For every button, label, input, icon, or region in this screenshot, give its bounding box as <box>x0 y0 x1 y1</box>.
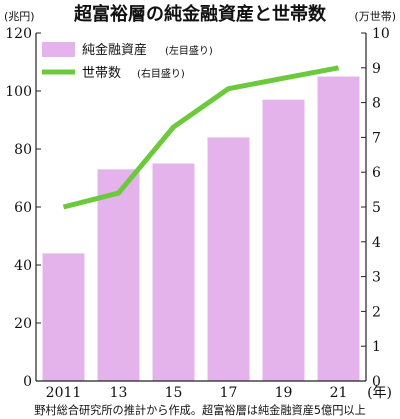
right-tick-label-7: 7 <box>372 130 381 146</box>
left-axis-unit: (兆円) <box>4 10 35 23</box>
left-tick-label-40: 40 <box>14 258 32 274</box>
households-line <box>62 65 339 210</box>
bar-19 <box>262 99 305 381</box>
legend-line-label: 世帯数 <box>82 66 121 81</box>
right-tick-label-6: 6 <box>372 165 381 181</box>
legend-bar-swatch <box>42 42 75 57</box>
right-tick-label-8: 8 <box>372 96 381 112</box>
bar-21 <box>317 76 360 381</box>
x-tick-label-17: 17 <box>220 385 238 401</box>
legend: 純金融資産 (左目盛り) 世帯数 (右目盛り) <box>38 38 238 84</box>
chart-title: 超富裕層の純金融資産と世帯数 <box>74 3 327 25</box>
right-axis-unit: (万世帯) <box>354 10 396 23</box>
x-tick-label-13: 13 <box>110 385 128 401</box>
x-tick-label-2011: 2011 <box>46 385 82 401</box>
legend-bar-label: 純金融資産 <box>82 42 147 58</box>
left-tick-label-60: 60 <box>14 200 32 216</box>
bar-13 <box>97 169 140 381</box>
legend-line-note: (右目盛り) <box>137 67 185 80</box>
left-tick-label-20: 20 <box>14 316 32 332</box>
bar-17 <box>207 137 250 381</box>
axes-layer: 0 20 40 60 80 100 120 0 1 2 3 4 5 6 7 8 9 10 2011 13 15 17 19 2… <box>5 26 390 401</box>
right-tick-label-10: 10 <box>372 26 390 42</box>
x-tick-label-15: 15 <box>165 385 183 401</box>
right-tick-label-0: 0 <box>372 374 381 390</box>
x-axis-unit: (年) <box>367 385 392 401</box>
source-note: 野村総合研究所の推計から作成。超富裕層は純金融資産5億円以上 <box>34 403 366 417</box>
legend-bar-note: (左目盛り) <box>165 44 213 57</box>
right-tick-label-1: 1 <box>372 339 381 355</box>
left-tick-label-120: 120 <box>5 26 32 42</box>
line-layer <box>62 65 339 210</box>
left-tick-label-80: 80 <box>14 142 32 158</box>
right-tick-label-5: 5 <box>372 200 381 216</box>
left-tick-label-100: 100 <box>5 84 32 100</box>
x-tick-label-21: 21 <box>330 385 348 401</box>
left-tick-label-0: 0 <box>23 374 32 390</box>
bar-15 <box>152 163 195 381</box>
bars-layer <box>42 76 360 381</box>
bar-2011 <box>42 253 85 381</box>
right-tick-label-2: 2 <box>372 304 381 320</box>
x-tick-label-19: 19 <box>275 385 293 401</box>
right-tick-label-9: 9 <box>372 61 381 77</box>
right-tick-label-4: 4 <box>372 235 381 251</box>
right-tick-label-3: 3 <box>372 270 381 286</box>
